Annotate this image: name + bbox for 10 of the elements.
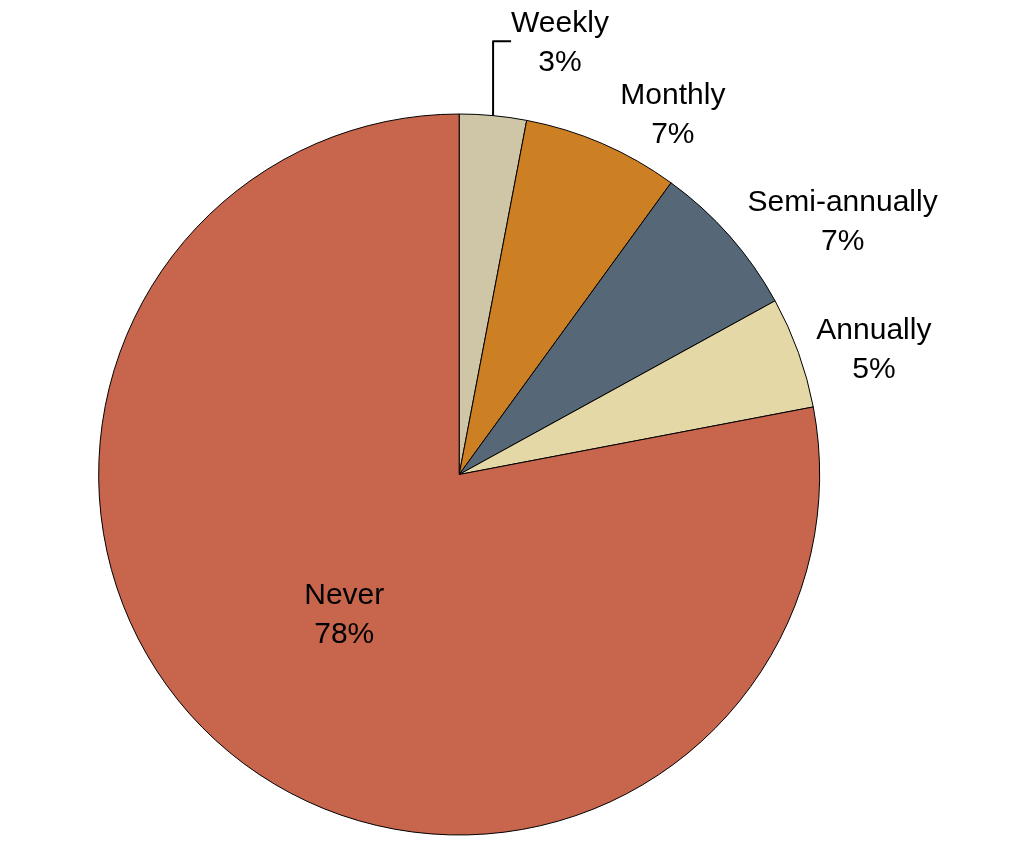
data-label: 5% (852, 351, 896, 385)
slice-label: Annually (816, 312, 932, 346)
data-label: 7% (820, 223, 865, 257)
data-label: 3% (538, 44, 582, 78)
slice-label: Semi-annually (747, 184, 938, 218)
slice-label: Never (304, 577, 385, 611)
data-label: 78% (314, 616, 375, 650)
data-label: 7% (651, 116, 695, 150)
slice-label: Monthly (620, 77, 726, 111)
slice-label: Weekly (511, 5, 609, 39)
